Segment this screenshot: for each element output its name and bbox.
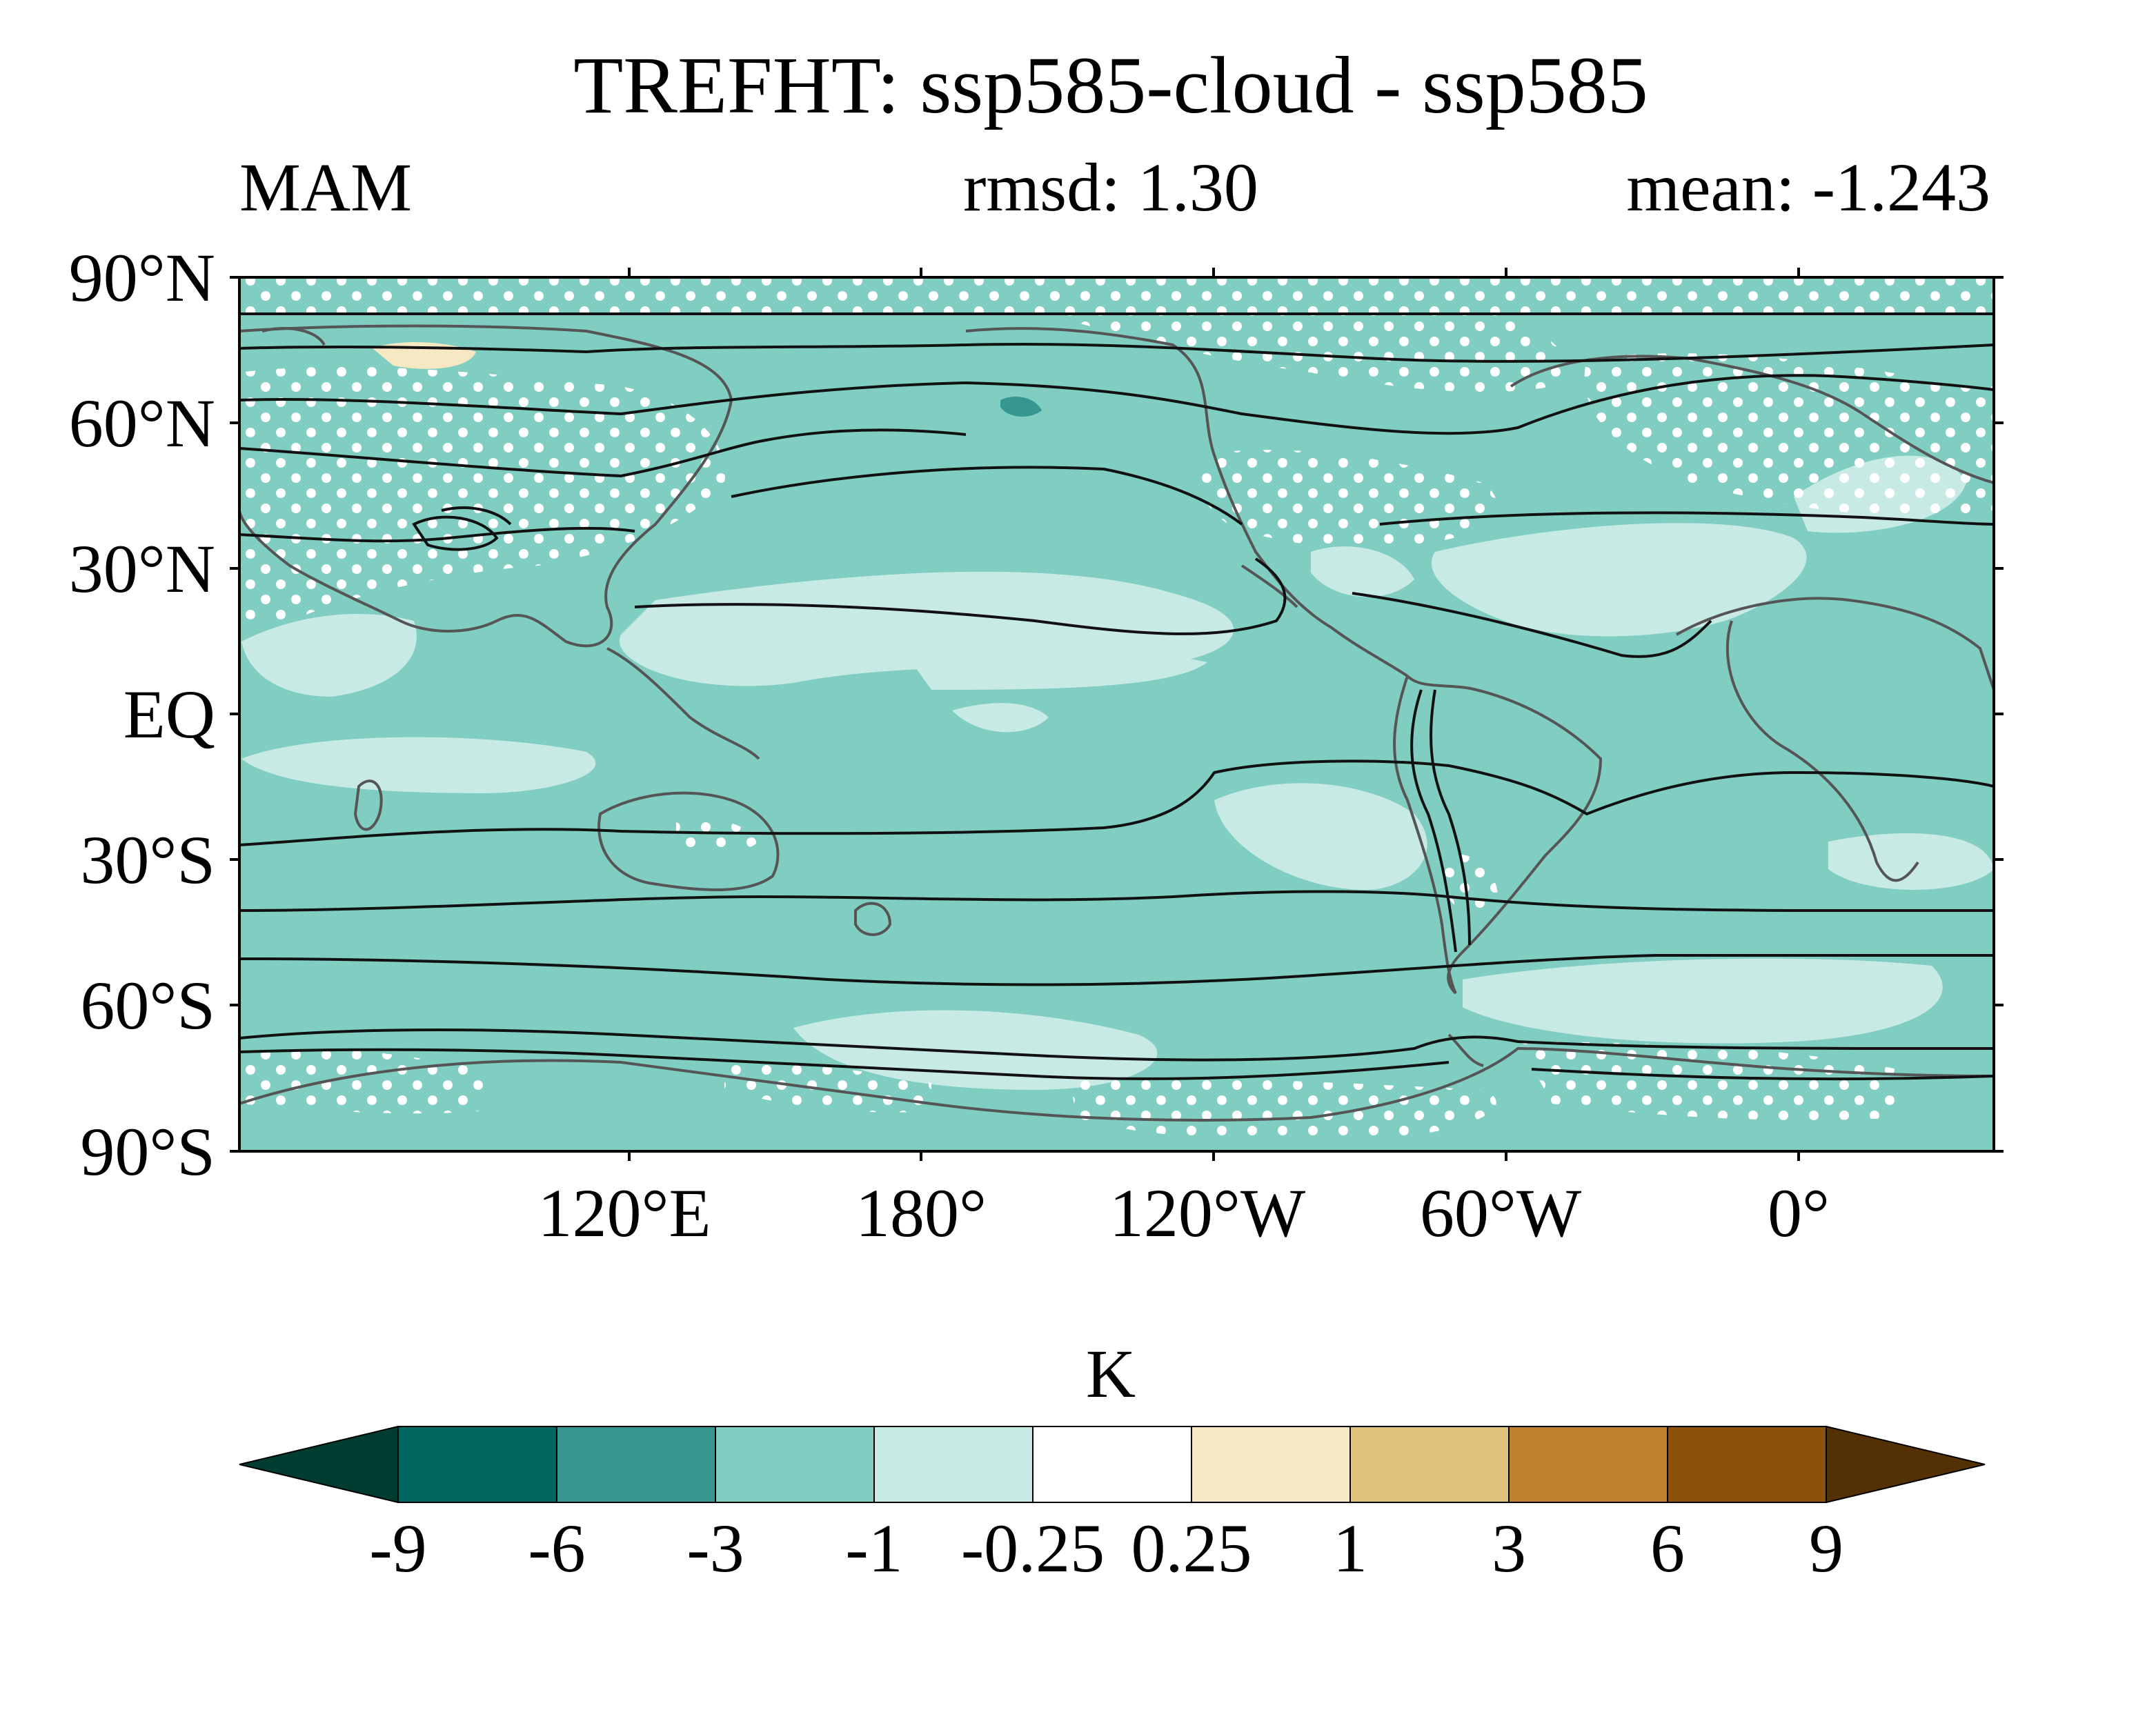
colorbar-tick-label: 0.25 xyxy=(1131,1510,1252,1587)
mean-label: mean: -1.243 xyxy=(1626,149,1990,226)
colorbar-segment xyxy=(239,1425,399,1504)
lat-label-30s: 30°S xyxy=(80,822,215,898)
colorbar-segment xyxy=(1508,1426,1668,1503)
lon-label-120e: 120°E xyxy=(537,1175,711,1251)
colorbar-segment xyxy=(873,1426,1034,1503)
lon-label-180: 180° xyxy=(856,1175,987,1251)
rmsd-label: rmsd: 1.30 xyxy=(963,149,1258,226)
stippling xyxy=(239,277,1994,1141)
colorbar-tick-label: -0.25 xyxy=(961,1510,1105,1587)
coastlines xyxy=(239,324,1994,1122)
lat-label-90n: 90°N xyxy=(69,239,215,316)
colorbar-segment xyxy=(715,1426,875,1503)
colorbar-segment xyxy=(1191,1426,1351,1503)
lat-label-60s: 60°S xyxy=(80,967,215,1044)
lon-label-120w: 120°W xyxy=(1109,1175,1306,1251)
lat-tick-labels: 90°N 60°N 30°N EQ 30°S 60°S 90°S xyxy=(69,239,215,1190)
colorbar xyxy=(239,1425,1986,1504)
colorbar-tick-label: 1 xyxy=(1333,1510,1367,1587)
lat-label-90s: 90°S xyxy=(80,1113,215,1190)
lon-axis xyxy=(628,268,1800,1161)
colorbar-tick-label: 6 xyxy=(1650,1510,1685,1587)
dark-anomaly-patch xyxy=(1000,397,1042,417)
colorbar-segment xyxy=(1826,1425,1986,1504)
lat-label-eq: EQ xyxy=(123,676,215,753)
colorbar-labels: -9 -6 -3 -1 -0.25 0.25 1 3 6 9 xyxy=(369,1510,1843,1587)
colorbar-tick-label: -9 xyxy=(369,1510,426,1587)
colorbar-segment xyxy=(556,1426,716,1503)
season-label: MAM xyxy=(239,149,412,226)
lon-label-60w: 60°W xyxy=(1420,1175,1582,1251)
colorbar-tick-label: -6 xyxy=(528,1510,585,1587)
colorbar-segment xyxy=(1032,1426,1192,1503)
colorbar-tick-label: 3 xyxy=(1492,1510,1526,1587)
colorbar-segment xyxy=(1667,1426,1827,1503)
contour-lines xyxy=(239,312,1994,1081)
lon-label-0: 0° xyxy=(1768,1175,1830,1251)
colorbar-tick-label: -3 xyxy=(686,1510,744,1587)
colorbar-segment xyxy=(397,1426,557,1503)
colorbar-tick-label: 9 xyxy=(1809,1510,1843,1587)
lat-label-60n: 60°N xyxy=(69,385,215,461)
colorbar-segment xyxy=(1349,1426,1510,1503)
chart-title: TREFHT: ssp585-cloud - ssp585 xyxy=(573,40,1648,130)
lat-axis xyxy=(230,276,2004,1153)
colorbar-tick-label: -1 xyxy=(845,1510,902,1587)
map-panel xyxy=(239,277,1994,1151)
lon-tick-labels: 120°E 180° 120°W 60°W 0° xyxy=(537,1175,1830,1251)
lat-label-30n: 30°N xyxy=(69,530,215,607)
colorbar-unit-label: K xyxy=(1086,1335,1136,1412)
